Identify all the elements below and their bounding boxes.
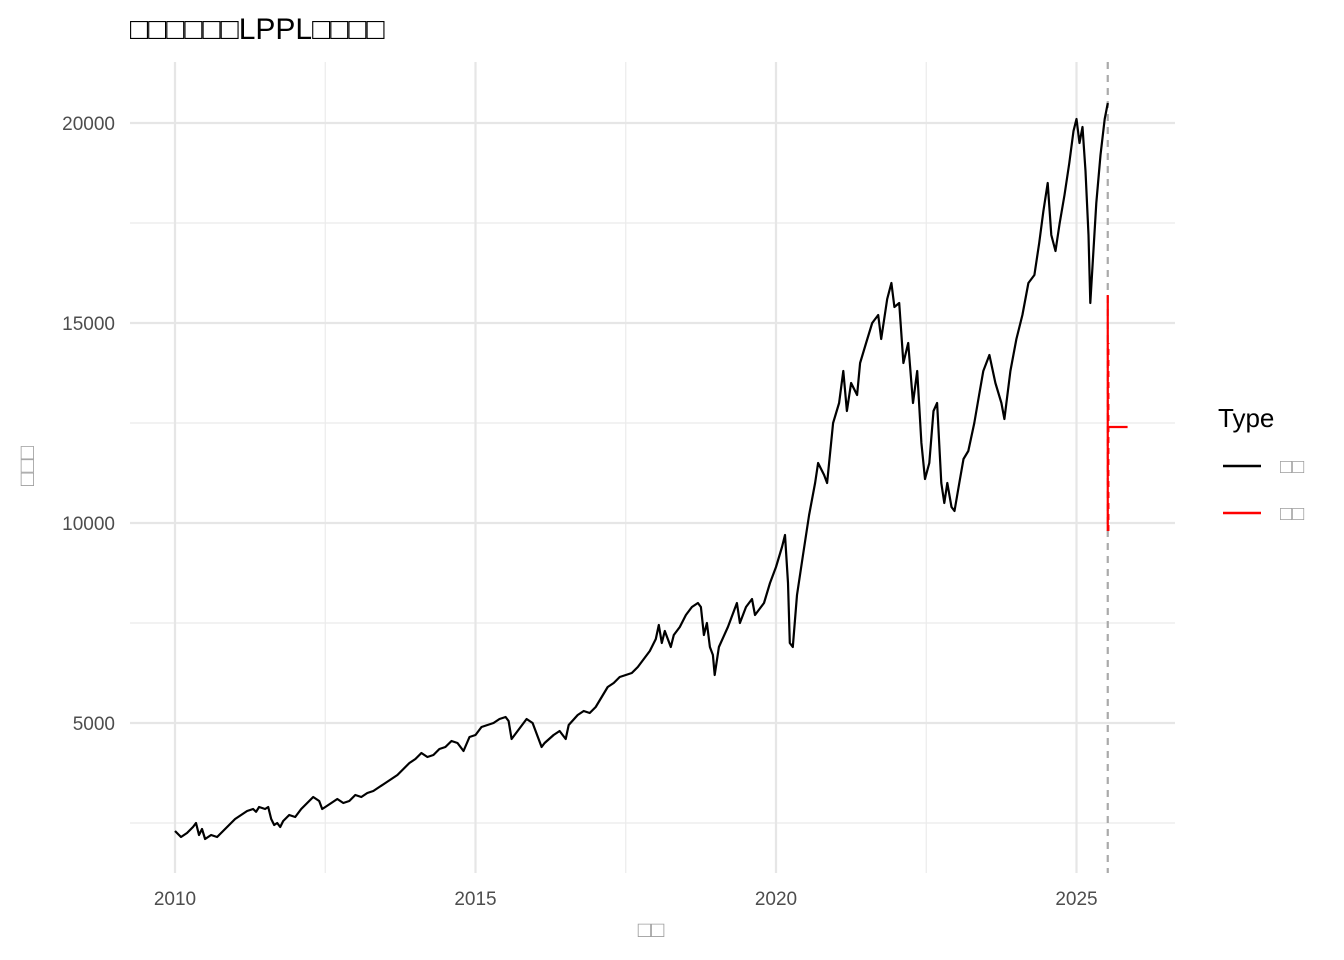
x-tick-label: 2025 bbox=[1055, 889, 1097, 910]
y-axis-title: □□□ bbox=[14, 446, 39, 486]
legend: Type □□ □□ bbox=[1218, 403, 1304, 525]
y-tick-label: 20000 bbox=[62, 114, 115, 135]
series-actual-line bbox=[174, 102, 1109, 841]
x-tick-label: 2015 bbox=[454, 889, 496, 910]
grid-major bbox=[130, 62, 1175, 873]
chart-title: □□□□□□LPPL□□□□ bbox=[130, 13, 385, 46]
series-layer bbox=[174, 102, 1128, 841]
x-axis-ticks: 2010 2015 2020 2025 bbox=[154, 889, 1098, 910]
x-tick-label: 2020 bbox=[755, 889, 797, 910]
x-tick-label: 2010 bbox=[154, 889, 196, 910]
y-tick-label: 5000 bbox=[73, 714, 115, 735]
y-tick-label: 15000 bbox=[62, 314, 115, 335]
legend-label-2: □□ bbox=[1280, 503, 1304, 525]
x-axis-title: □□ bbox=[638, 917, 665, 942]
y-axis-ticks: 5000 10000 15000 20000 bbox=[62, 114, 115, 735]
y-tick-label: 10000 bbox=[62, 514, 115, 535]
legend-label-1: □□ bbox=[1280, 456, 1304, 478]
grid-minor bbox=[130, 62, 1175, 873]
legend-title: Type bbox=[1218, 403, 1274, 433]
